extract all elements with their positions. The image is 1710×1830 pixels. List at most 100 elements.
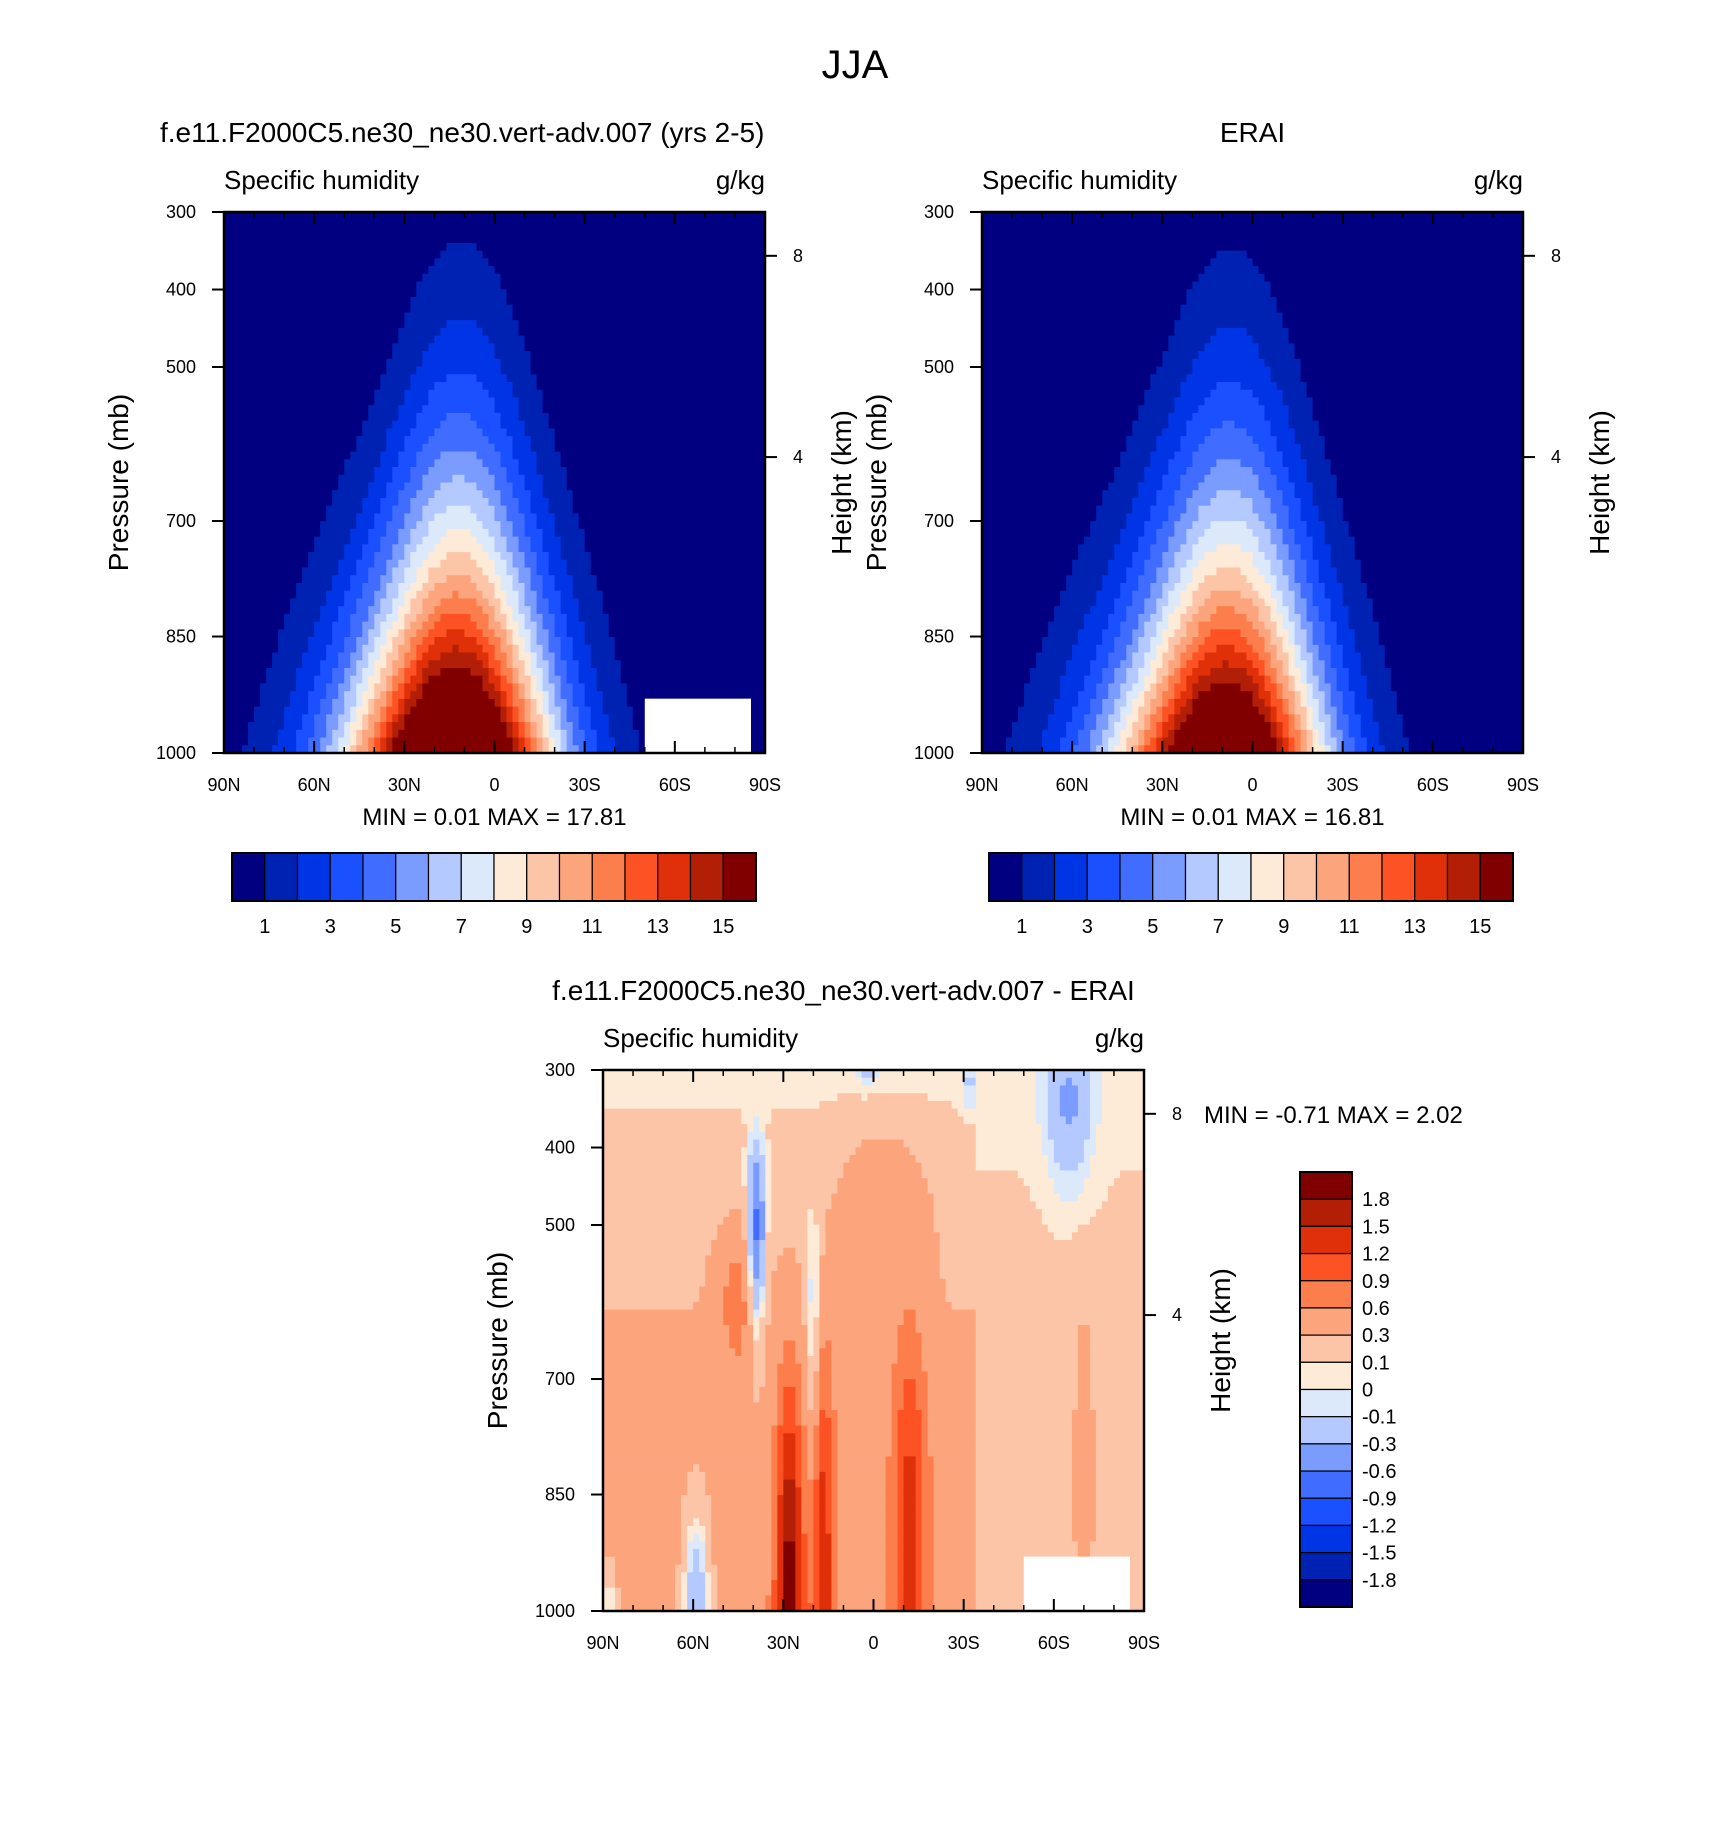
contour-cell [560, 312, 568, 321]
contour-cell [350, 436, 357, 445]
contour-cell [662, 258, 670, 267]
contour-cell [740, 521, 748, 530]
contour-cell [284, 590, 291, 600]
contour-cell [236, 412, 243, 422]
contour-cell [692, 575, 700, 584]
contour-cell [656, 312, 664, 321]
contour-cell [434, 320, 441, 329]
contour-cell [674, 575, 682, 584]
contour-cell [368, 250, 375, 259]
contour-cell [416, 412, 423, 422]
contour-cell [344, 575, 351, 584]
contour-cell [650, 443, 658, 453]
contour-cell [716, 358, 724, 368]
contour-cell [554, 227, 562, 236]
contour-cell [662, 412, 670, 422]
contour-cell [620, 335, 628, 344]
contour-cell [668, 436, 676, 445]
contour-cell [242, 497, 249, 507]
contour-cell [752, 327, 760, 337]
contour-cell [464, 613, 472, 623]
contour-cell [464, 212, 472, 221]
contour-cell [656, 598, 664, 607]
contour-cell [500, 335, 508, 344]
contour-cell [602, 250, 610, 259]
contour-cell [308, 289, 315, 298]
contour-cell [458, 297, 466, 306]
contour-cell [590, 366, 598, 375]
contour-cell [458, 552, 466, 561]
contour-cell [296, 235, 303, 244]
contour-cell [692, 273, 700, 283]
contour-cell [410, 335, 417, 344]
contour-cell [512, 559, 520, 569]
contour-cell [680, 382, 688, 391]
contour-cell [230, 590, 237, 600]
contour-cell [710, 358, 718, 368]
contour-cell [356, 451, 363, 460]
contour-cell [722, 459, 730, 468]
contour-cell [734, 490, 742, 499]
contour-cell [422, 451, 429, 460]
contour-cell [578, 289, 586, 298]
contour-cell [374, 621, 381, 630]
contour-cell [374, 428, 381, 437]
contour-cell [584, 242, 592, 252]
contour-cell [662, 474, 670, 484]
contour-cell [476, 428, 484, 437]
contour-cell [740, 575, 748, 584]
contour-cell [500, 366, 508, 375]
contour-cell [524, 567, 532, 576]
contour-cell [422, 467, 429, 476]
contour-cell [578, 389, 586, 399]
contour-cell [344, 358, 351, 368]
contour-cell [710, 289, 718, 298]
contour-cell [254, 227, 261, 236]
contour-cell [620, 320, 628, 329]
contour-cell [662, 289, 670, 298]
contour-cell [722, 258, 730, 267]
contour-cell [368, 297, 375, 306]
contour-cell [290, 351, 297, 360]
contour-cell [464, 436, 472, 445]
contour-cell [236, 320, 243, 329]
contour-cell [488, 536, 496, 545]
contour-cell [740, 536, 748, 545]
contour-cell [242, 575, 249, 584]
contour-cell [680, 212, 688, 221]
contour-cell [284, 351, 291, 360]
contour-cell [362, 606, 369, 615]
contour-cell [560, 443, 568, 453]
contour-cell [524, 227, 532, 236]
contour-cell [494, 405, 502, 414]
contour-cell [302, 606, 309, 615]
contour-cell [680, 273, 688, 283]
contour-cell [278, 451, 285, 460]
contour-cell [236, 436, 243, 445]
contour-cell [482, 521, 490, 530]
contour-cell [320, 621, 327, 630]
contour-cell [290, 405, 297, 414]
contour-cell [692, 536, 700, 545]
contour-cell [554, 443, 562, 453]
contour-cell [368, 412, 375, 422]
contour-cell [326, 459, 333, 468]
contour-cell [320, 536, 327, 545]
contour-cell [674, 405, 682, 414]
contour-cell [758, 613, 765, 623]
contour-cell [554, 598, 562, 607]
contour-cell [746, 428, 754, 437]
contour-cell [686, 320, 694, 329]
contour-cell [386, 629, 393, 638]
contour-cell [374, 567, 381, 576]
contour-cell [536, 351, 544, 360]
contour-cell [524, 443, 532, 453]
contour-cell [746, 250, 754, 259]
contour-cell [512, 281, 520, 290]
contour-cell [656, 219, 664, 229]
contour-cell [686, 467, 694, 476]
contour-cell [638, 227, 646, 236]
contour-cell [518, 552, 526, 561]
contour-cell [704, 482, 712, 491]
contour-cell [506, 258, 514, 267]
